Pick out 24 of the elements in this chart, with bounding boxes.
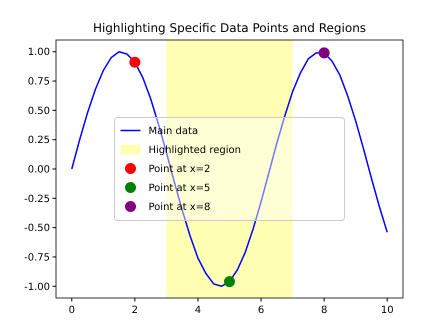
y-tick-label: 0.25 bbox=[28, 135, 50, 146]
x-tick-label: 0 bbox=[68, 305, 75, 316]
y-tick-label: 1.00 bbox=[28, 47, 50, 58]
x-tick-label: 8 bbox=[320, 305, 328, 316]
point bbox=[129, 56, 140, 68]
y-tick-label: 0.00 bbox=[28, 164, 50, 176]
point bbox=[318, 47, 330, 58]
chart-title: Highlighting Specific Data Points and Regions bbox=[92, 21, 366, 35]
band-label: Highlighted region bbox=[148, 145, 241, 156]
y-tick-label: 0.50 bbox=[28, 106, 50, 117]
legend-label: Point at x=2 bbox=[148, 164, 210, 175]
y-tick-label: 0.75 bbox=[28, 76, 50, 88]
legend-label: Point at x=5 bbox=[148, 183, 210, 194]
x-tick-label: 2 bbox=[132, 305, 138, 316]
legend-label: Point at x=8 bbox=[148, 202, 210, 213]
x-tick-label: 10 bbox=[380, 305, 394, 316]
point bbox=[224, 276, 235, 288]
x-tick-label: 4 bbox=[194, 305, 202, 316]
y-tick-label: -0.25 bbox=[24, 194, 50, 205]
y-tick-label: -0.50 bbox=[24, 223, 50, 234]
y-tick-label: -0.75 bbox=[24, 252, 50, 264]
y-tick-label: -1.00 bbox=[24, 282, 50, 293]
x-tick-label: 6 bbox=[258, 305, 264, 316]
legend-label: Main data bbox=[148, 126, 198, 137]
